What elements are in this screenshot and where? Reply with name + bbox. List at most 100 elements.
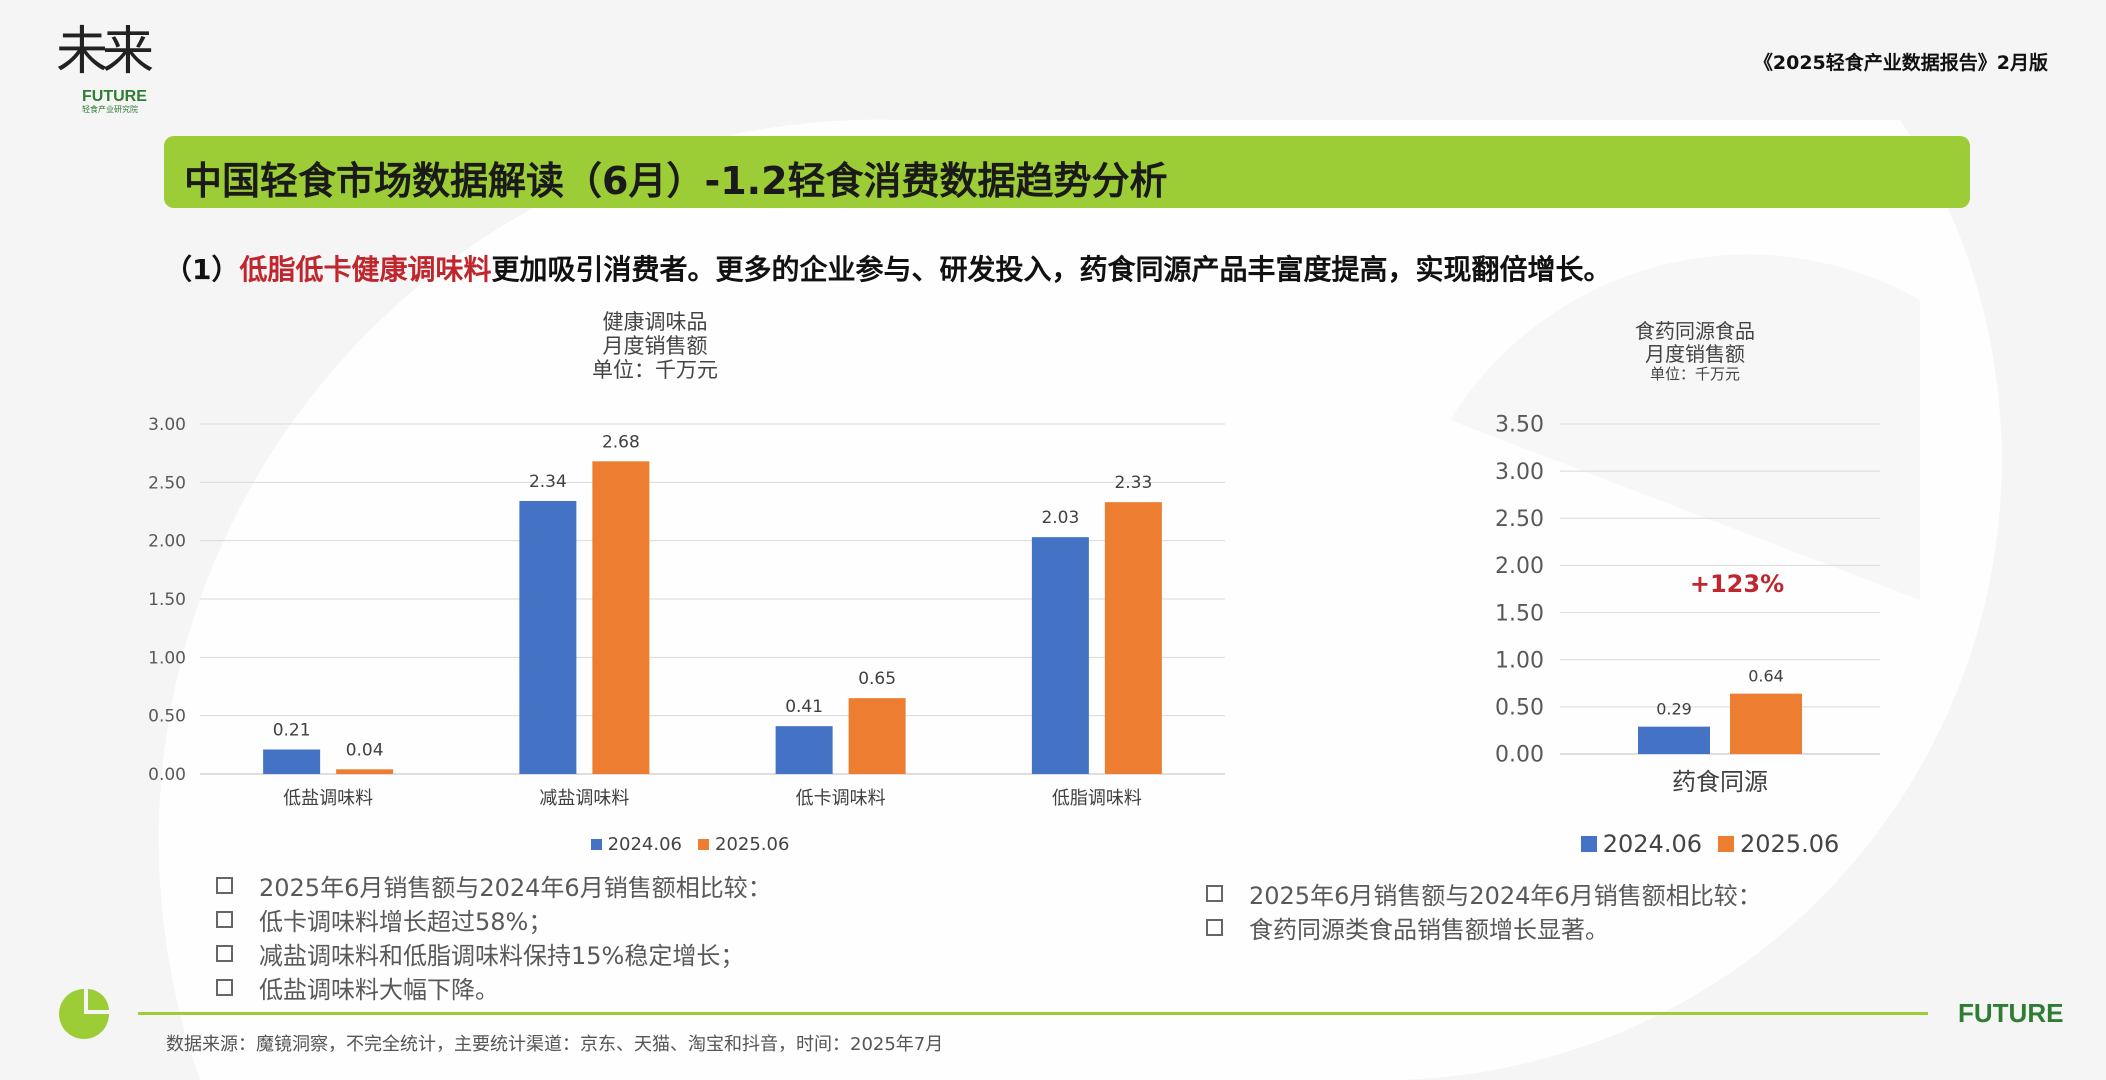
legend-swatch-2024 (590, 839, 602, 850)
note-right-item: 食药同源类食品销售额增长显著。 (1206, 910, 1762, 944)
legend2-item-2024: 2024.06 (1580, 830, 1702, 858)
checkbox-square-icon (1206, 918, 1223, 936)
chart-medicinal-legend: 2024.06 2025.06 (1560, 830, 1860, 858)
chart1-data-label: 0.65 (858, 669, 896, 689)
legend-label-2025: 2025.06 (715, 834, 790, 855)
chart-seasoning-title-line-1: 健康调味品 (602, 310, 708, 334)
chart-medicinal-title-line-1: 食药同源食品 (1635, 319, 1755, 343)
chart1-category-label: 低脂调味料 (1052, 788, 1142, 809)
chart2-growth-annotation: +123% (1690, 570, 1784, 598)
note-left-item: 减盐调味料和低脂调味料保持15%稳定增长； (216, 936, 772, 970)
chart1-data-label: 2.03 (1041, 508, 1079, 528)
chart1-bar-2025.06 (848, 698, 906, 774)
chart1-bar-2024.06 (1031, 537, 1089, 774)
report-title: 《2025轻食产业数据报告》2月版 (1753, 52, 2048, 74)
subtitle: （1）低脂低卡健康调味料更加吸引消费者。更多的企业参与、研发投入，药食同源产品丰… (164, 248, 1612, 288)
pie-logo-icon (59, 989, 109, 1039)
chart-seasoning-title-line-3: 单位：千万元 (592, 358, 718, 383)
checkbox-square-icon (216, 944, 233, 962)
logo-wordmark: 未来 (56, 22, 154, 82)
legend-label-2024: 2024.06 (607, 834, 682, 855)
legend2-label-2024: 2024.06 (1602, 830, 1702, 858)
note-left-text: 低盐调味料大幅下降。 (259, 975, 499, 1004)
note-left-item: 低卡调味料增长超过58%； (216, 902, 772, 936)
chart1-bar-2025.06 (1104, 502, 1162, 774)
chart1-bar-2024.06 (775, 726, 833, 774)
chart1-category-label: 低盐调味料 (283, 788, 373, 809)
chart2-y-tick-label: 2.00 (1495, 554, 1544, 579)
chart2-y-tick-label: 0.50 (1495, 696, 1544, 721)
subtitle-prefix: （1） (164, 253, 240, 286)
chart2-bar-2024.06 (1638, 726, 1710, 754)
chart2-y-tick-label: 0.00 (1495, 743, 1544, 768)
chart1-y-tick-label: 3.00 (148, 415, 186, 435)
chart1-bar-2024.06 (519, 501, 577, 774)
chart2-category-label: 药食同源 (1672, 768, 1768, 796)
legend2-label-2025: 2025.06 (1740, 830, 1840, 858)
chart2-data-label: 0.64 (1748, 667, 1784, 686)
chart1-y-tick-label: 2.50 (148, 473, 186, 493)
notes-right: 2025年6月销售额与2024年6月销售额相比较： 食药同源类食品销售额增长显著… (1206, 876, 1762, 944)
chart2-y-tick-label: 1.00 (1495, 648, 1544, 673)
page-title: 中国轻食市场数据解读（6月）-1.2轻食消费数据趋势分析 (184, 159, 1168, 203)
data-source-note: 数据来源：魔镜洞察，不完全统计，主要统计渠道：京东、天猫、淘宝和抖音，时间：20… (166, 1034, 944, 1055)
chart1-bar-2025.06 (336, 769, 394, 774)
subtitle-highlight: 低脂低卡健康调味料 (239, 253, 492, 286)
logo-future-text: FUTURE (82, 88, 147, 105)
chart-seasoning-sales: 健康调味品 月度销售额 单位：千万元 0.00 0.50 1.00 1.50 2.00 2… (140, 310, 1240, 860)
chart2-bar-2025.06 (1730, 693, 1802, 754)
chart2-data-label: 0.29 (1656, 700, 1692, 719)
chart1-data-label: 2.68 (602, 432, 640, 452)
checkbox-square-icon (216, 876, 233, 894)
note-left-text: 减盐调味料和低脂调味料保持15%稳定增长； (259, 941, 745, 970)
note-left-text: 2025年6月销售额与2024年6月销售额相比较： (259, 873, 772, 902)
chart1-data-label: 0.04 (346, 740, 384, 760)
chart-seasoning-plot: 0.00 0.50 1.00 1.50 2.00 2.50 3.00 低盐调味料 0.21 0.0… (148, 415, 1225, 809)
chart2-y-tick-label: 1.50 (1495, 601, 1544, 626)
chart-medicinal-title-line-2: 月度销售额 (1645, 342, 1745, 366)
note-left-text: 低卡调味料增长超过58%； (259, 907, 553, 936)
chart-medicinal-title-line-3: 单位：千万元 (1649, 365, 1740, 383)
chart1-y-tick-label: 0.50 (148, 707, 186, 727)
note-left-item: 低盐调味料大幅下降。 (216, 970, 772, 1004)
note-right-item: 2025年6月销售额与2024年6月销售额相比较： (1206, 876, 1762, 910)
chart-seasoning-title: 健康调味品 月度销售额 单位：千万元 (490, 310, 820, 382)
chart1-data-label: 0.21 (273, 721, 311, 741)
footer-brand: FUTURE (1958, 998, 2064, 1028)
note-left-item: 2025年6月销售额与2024年6月销售额相比较： (216, 868, 772, 902)
chart2-y-tick-label: 3.50 (1495, 413, 1544, 438)
chart1-data-label: 2.33 (1114, 473, 1152, 493)
footer-divider (138, 1012, 1928, 1015)
checkbox-square-icon (1206, 884, 1223, 902)
chart1-y-tick-label: 1.50 (148, 590, 186, 610)
chart1-category-label: 减盐调味料 (539, 788, 629, 809)
chart1-bar-2024.06 (263, 749, 321, 774)
chart-medicinal-food-sales: 食药同源食品 月度销售额 单位：千万元 0.00 0.50 1.00 1.50 2.00… (1450, 320, 1910, 860)
chart1-y-tick-label: 2.00 (148, 532, 186, 552)
chart1-category-label: 低卡调味料 (796, 788, 886, 809)
note-right-text: 2025年6月销售额与2024年6月销售额相比较： (1249, 881, 1762, 910)
legend2-swatch-2025 (1718, 836, 1734, 852)
logo-subtext: 轻食产业研究院 (82, 105, 138, 114)
chart2-y-tick-label: 2.50 (1495, 507, 1544, 532)
chart1-data-label: 0.41 (785, 697, 823, 717)
chart1-y-tick-label: 0.00 (148, 765, 186, 785)
checkbox-square-icon (216, 910, 233, 928)
chart1-y-tick-label: 1.00 (148, 648, 186, 668)
chart-medicinal-title: 食药同源食品 月度销售额 单位：千万元 (1580, 320, 1810, 383)
chart-seasoning-title-line-2: 月度销售额 (602, 334, 708, 359)
legend2-item-2025: 2025.06 (1718, 830, 1839, 858)
chart-seasoning-legend: 2024.06 2025.06 (140, 834, 1240, 855)
subtitle-rest: 更加吸引消费者。更多的企业参与、研发投入，药食同源产品丰富度提高，实现翻倍增长。 (491, 253, 1612, 286)
note-right-text: 食药同源类食品销售额增长显著。 (1249, 915, 1609, 944)
title-bar: 中国轻食市场数据解读（6月）-1.2轻食消费数据趋势分析 (164, 136, 1970, 208)
notes-left: 2025年6月销售额与2024年6月销售额相比较： 低卡调味料增长超过58%； … (216, 868, 772, 1004)
chart1-bar-2025.06 (592, 461, 650, 774)
chart1-data-label: 2.34 (529, 472, 567, 492)
chart-medicinal-plot: 0.00 0.50 1.00 1.50 2.00 2.50 3.00 3.50 药食同源 0.29… (1495, 413, 1880, 796)
legend-item-2024: 2024.06 (590, 834, 682, 855)
legend2-swatch-2024 (1580, 836, 1597, 852)
checkbox-square-icon (216, 978, 233, 996)
legend-swatch-2025 (698, 839, 709, 850)
chart2-y-tick-label: 3.00 (1495, 460, 1544, 485)
